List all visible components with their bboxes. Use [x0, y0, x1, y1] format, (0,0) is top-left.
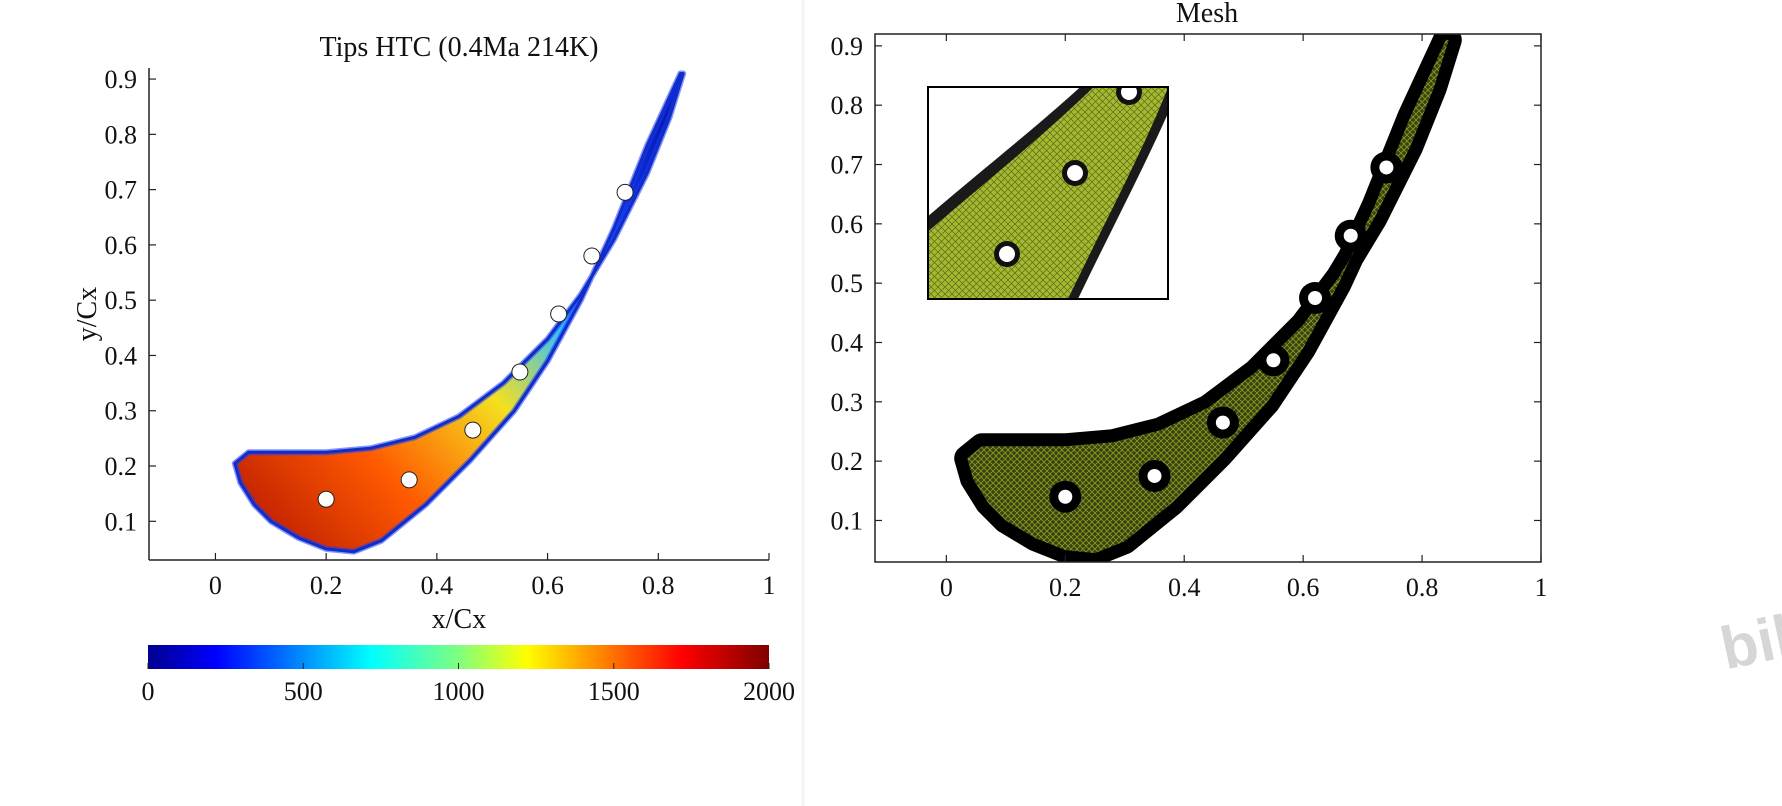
y-tick-label: 0.8: [831, 91, 864, 120]
x-tick-label: 0: [940, 573, 953, 602]
y-tick-label: 0.4: [105, 341, 138, 370]
mesh-axes-box: [874, 33, 1542, 563]
y-tick-label: 0.2: [105, 452, 138, 481]
x-tick-label: 1: [763, 571, 776, 600]
mesh-hole: [1215, 415, 1230, 430]
colorbar-tick-label: 500: [284, 677, 323, 706]
htc-blade-edge: [231, 70, 687, 555]
x-tick-label: 0.4: [1168, 573, 1201, 602]
y-tick-label: 0.1: [105, 507, 138, 536]
inset-hole: [1121, 87, 1137, 100]
x-tick-label: 0.8: [1406, 573, 1439, 602]
inset-hole: [999, 246, 1015, 262]
htc-hole: [583, 247, 601, 265]
htc-hole: [550, 305, 568, 323]
mesh-blade: [954, 34, 1462, 562]
mesh-hole: [1379, 160, 1394, 175]
watermark: bili: [1715, 599, 1782, 683]
htc-hole: [317, 490, 335, 508]
colorbar-tick-label: 0: [142, 677, 155, 706]
htc-axes: 0 0.2 0.4 0.6 0.8 1 0.1 0.2 0.3 0.4 0.5 0.6 0.7 0.8 0.…: [105, 65, 776, 600]
mesh-blade-fill: [967, 39, 1449, 554]
htc-hole: [511, 363, 529, 381]
colorbar-tick-label: 2000: [743, 677, 795, 706]
x-tick-label: 1: [1535, 573, 1548, 602]
y-tick-label: 0.6: [105, 231, 138, 260]
y-tick-label: 0.9: [105, 65, 138, 94]
x-tick-label: 0.6: [1287, 573, 1320, 602]
y-tick-label: 0.5: [831, 269, 864, 298]
y-tick-label: 0.8: [105, 120, 138, 149]
colorbar-tick-label: 1000: [433, 677, 485, 706]
mesh-title: Mesh: [1176, 0, 1238, 29]
htc-blade-field: [231, 70, 687, 555]
x-tick-label: 0.2: [1049, 573, 1082, 602]
mesh-axes: 0 0.2 0.4 0.6 0.8 1 0.1 0.2 0.3 0.4 0.5 0.6 0.7 0.8 0.…: [831, 32, 1548, 602]
htc-title: Tips HTC (0.4Ma 214K): [320, 32, 599, 63]
x-tick-label: 0.8: [642, 571, 675, 600]
y-tick-label: 0.7: [105, 176, 138, 205]
y-tick-label: 0.7: [831, 151, 864, 180]
y-tick-label: 0.5: [105, 286, 138, 315]
x-tick-label: 0.2: [310, 571, 343, 600]
y-tick-label: 0.2: [831, 447, 864, 476]
mesh-hole: [1308, 291, 1323, 305]
x-tick-label: 0.4: [421, 571, 454, 600]
mesh-holes: [1049, 151, 1403, 513]
mesh-panel: Mesh 0 0.2 0.4 0.6 0.8 1 0.1 0.2 0.3 0.4 0.5 0.6 0.7…: [831, 0, 1548, 602]
y-tick-label: 0.9: [831, 32, 864, 61]
y-tick-label: 0.3: [831, 388, 864, 417]
mesh-inset: [927, 86, 1169, 300]
inset-hole: [1067, 165, 1083, 181]
htc-holes: [317, 183, 634, 508]
htc-x-axis-label: x/Cx: [432, 604, 486, 635]
colorbar-ticks: 0 500 1000 1500 2000: [142, 663, 795, 706]
colorbar-tick-label: 1500: [588, 677, 640, 706]
y-tick-label: 0.4: [831, 328, 864, 357]
inset-blade-mesh: [928, 87, 1168, 299]
y-tick-label: 0.1: [831, 506, 864, 535]
x-tick-label: 0: [209, 571, 222, 600]
x-tick-label: 0.6: [531, 571, 564, 600]
htc-panel: Tips HTC (0.4Ma 214K) 0 0.2 0.4 0.6 0.8 10.10…: [72, 32, 795, 706]
y-tick-label: 0.3: [105, 397, 138, 426]
htc-hole: [464, 421, 482, 439]
htc-hole: [400, 471, 418, 489]
y-tick-label: 0.6: [831, 210, 864, 239]
mesh-hole: [1147, 468, 1162, 483]
mesh-hole: [1343, 228, 1358, 243]
htc-blade-surface: [233, 72, 685, 554]
mesh-hole: [1058, 489, 1073, 504]
mesh-hole: [1266, 353, 1281, 368]
htc-y-axis-label: y/Cx: [72, 287, 103, 341]
htc-hole: [616, 183, 634, 201]
